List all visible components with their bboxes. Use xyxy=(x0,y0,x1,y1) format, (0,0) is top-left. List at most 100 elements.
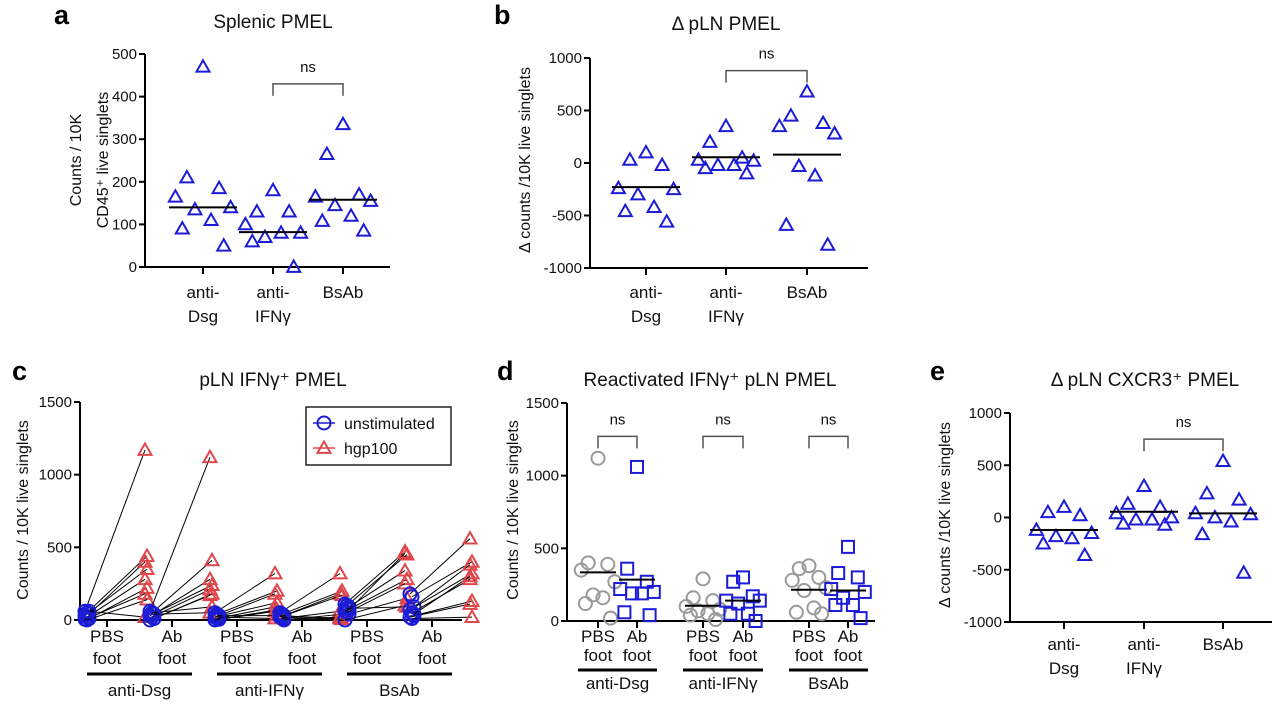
y-tick-label: 0 xyxy=(64,612,72,629)
x-tick-label: IFNγ xyxy=(1126,659,1162,678)
pair-line xyxy=(281,590,343,615)
x-tick-label: BsAb xyxy=(323,283,364,302)
hgp100-point xyxy=(136,585,154,600)
data-point xyxy=(194,58,212,73)
unstimulated-point xyxy=(337,612,353,628)
significance-bracket xyxy=(702,435,744,449)
x-tick-label: foot xyxy=(288,649,317,668)
significance-label: ns xyxy=(759,46,775,63)
data-point xyxy=(828,598,843,613)
x-tick-label: Dsg xyxy=(631,307,661,326)
data-point xyxy=(1071,506,1089,522)
y-tick-label: 500 xyxy=(47,539,72,556)
unstimulated-point xyxy=(79,612,95,628)
data-point xyxy=(630,459,644,474)
y-tick-label: 500 xyxy=(557,103,582,120)
data-point xyxy=(244,232,261,248)
x-tick-label: Ab xyxy=(162,627,183,646)
panel-c: c pLN IFNγ⁺ PMEL Counts / 10K live singlet… xyxy=(12,356,481,700)
data-point xyxy=(1156,516,1173,531)
legend-triangle-icon xyxy=(315,439,333,454)
data-point xyxy=(836,590,851,605)
significance-bracket xyxy=(272,83,344,96)
data-point xyxy=(826,125,843,140)
y-tick-label: 1000 xyxy=(969,405,1002,422)
y-tick-label: 1500 xyxy=(39,394,72,411)
y-tick-label: 200 xyxy=(112,174,137,191)
legend-label: hgp100 xyxy=(344,441,397,458)
data-point xyxy=(748,614,763,628)
y-tick-label: 100 xyxy=(112,216,137,233)
data-point xyxy=(314,212,331,227)
data-point xyxy=(1198,484,1216,500)
hgp100-point xyxy=(396,544,414,560)
hgp100-point xyxy=(203,551,221,567)
y-tick-label: -1000 xyxy=(544,260,582,277)
y-tick-label: 500 xyxy=(977,457,1002,474)
group-label: BsAb xyxy=(379,681,420,700)
hgp100-point xyxy=(461,595,479,610)
x-tick-label: anti- xyxy=(1127,635,1160,654)
y-tick-label: -500 xyxy=(972,562,1002,579)
panel-e: e Δ pLN CXCR3⁺ PMEL Δ counts /10K live sin… xyxy=(930,356,1272,678)
x-tick-label: PBS xyxy=(686,627,720,646)
y-axis-label: Counts / 10K live singlets xyxy=(15,420,32,600)
x-tick-label: anti- xyxy=(186,283,219,302)
group-label: BsAb xyxy=(808,674,849,693)
data-point xyxy=(629,185,647,201)
pair-line xyxy=(88,610,146,618)
x-tick-label: foot xyxy=(93,649,122,668)
data-point xyxy=(814,114,832,129)
data-point xyxy=(701,133,719,148)
panel-letter: a xyxy=(54,0,70,30)
data-point xyxy=(1076,546,1093,561)
data-point xyxy=(850,570,865,585)
data-point xyxy=(1143,511,1161,526)
panel-letter: c xyxy=(12,356,27,386)
pair-line xyxy=(348,597,408,615)
panel-b: b Δ pLN PMEL Δ counts /10K live singlets -1… xyxy=(494,0,868,326)
panel-letter: e xyxy=(930,356,945,386)
pair-line xyxy=(346,606,408,609)
y-axis-label: Δ counts /10K live singlets xyxy=(937,422,954,608)
data-point xyxy=(256,228,274,244)
data-point xyxy=(717,117,735,133)
significance-bracket xyxy=(597,435,638,449)
significance-bracket xyxy=(808,435,849,449)
data-point xyxy=(801,558,817,574)
y-tick-label: 1000 xyxy=(39,467,72,484)
hgp100-point xyxy=(136,441,154,456)
data-point xyxy=(841,539,855,554)
data-point xyxy=(307,188,324,203)
panel-letter: d xyxy=(497,356,514,386)
group-label: anti-IFNγ xyxy=(689,674,758,693)
pair-line xyxy=(413,600,473,617)
legend-box xyxy=(305,406,452,466)
x-tick-label: foot xyxy=(353,649,382,668)
data-point xyxy=(778,216,795,231)
y-tick-label: 300 xyxy=(112,131,137,148)
data-point xyxy=(790,157,808,173)
x-tick-label: PBS xyxy=(792,627,826,646)
significance-label: ns xyxy=(821,411,837,428)
data-point xyxy=(1035,535,1052,550)
data-point xyxy=(577,596,593,612)
data-point xyxy=(617,202,634,218)
pair-line xyxy=(86,599,148,621)
pair-line xyxy=(344,604,406,621)
y-tick-label: 1500 xyxy=(526,395,559,412)
y-tick-label: -500 xyxy=(552,208,582,225)
y-axis-label: Counts / 10K live singlets xyxy=(505,420,522,600)
pair-line xyxy=(344,551,406,605)
data-point xyxy=(350,186,368,201)
chart-title: pLN IFNγ⁺ PMEL xyxy=(199,370,346,391)
unstimulated-point xyxy=(81,603,97,619)
data-point xyxy=(642,608,657,623)
data-point xyxy=(736,570,750,585)
pair-line xyxy=(346,554,408,606)
data-point xyxy=(788,604,804,620)
panel-d: d Reactivated IFNγ⁺ pLN PMEL Counts / 10K … xyxy=(497,356,875,693)
data-point xyxy=(326,196,344,212)
hgp100-point xyxy=(201,448,219,464)
y-tick-label: 400 xyxy=(112,89,137,106)
